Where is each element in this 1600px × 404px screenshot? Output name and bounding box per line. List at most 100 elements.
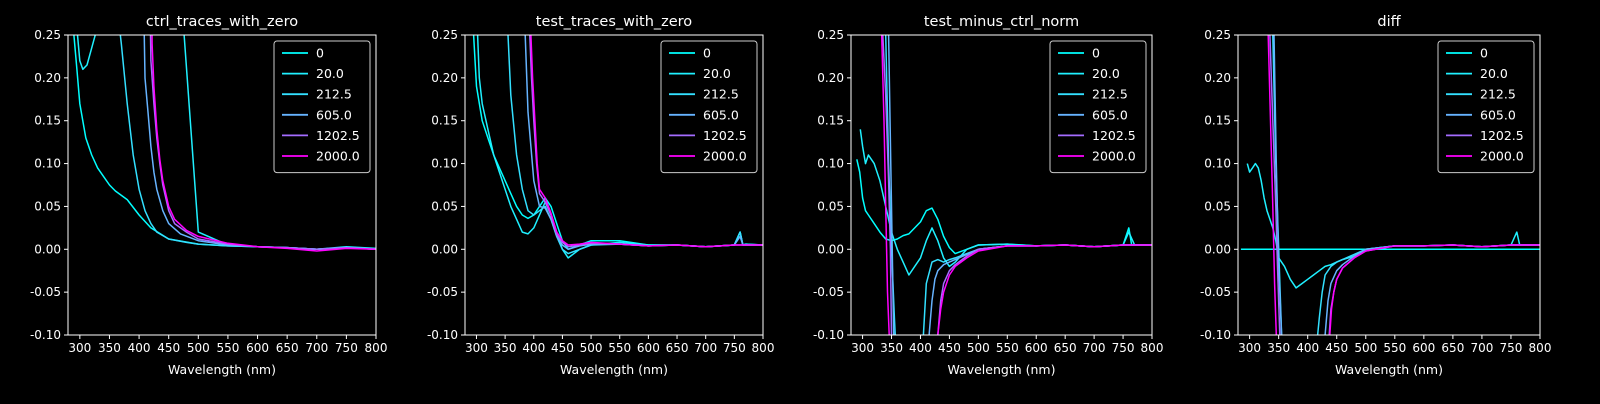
legend: 0 20.0 212.5 605.0 1202.5 2000.0 <box>273 40 371 174</box>
plot-area <box>73 35 376 252</box>
x-axis-label: Wavelength (nm) <box>948 362 1056 377</box>
x-tick-label: 500 <box>967 341 990 355</box>
y-tick-label: -0.05 <box>1200 285 1231 299</box>
x-tick-label: 600 <box>1412 341 1435 355</box>
x-tick-label: 750 <box>1112 341 1135 355</box>
x-tick-label: 550 <box>216 341 239 355</box>
y-tick-label: 0.20 <box>431 71 458 85</box>
chart-panel-2: test_traces_with_zero 300 350 400 450 500 550 6… <box>427 14 775 377</box>
legend-label: 605.0 <box>703 107 739 122</box>
y-tick-label: 0.10 <box>431 157 458 171</box>
y-tick-label: 0.05 <box>34 199 61 213</box>
legend-label: 0 <box>1480 46 1488 61</box>
series-line-0 <box>856 159 1152 255</box>
y-tick-label: 0.05 <box>431 199 458 213</box>
x-tick-label: 700 <box>1083 341 1106 355</box>
x-tick-label: 450 <box>938 341 961 355</box>
x-axis-label: Wavelength (nm) <box>560 362 668 377</box>
x-tick-label: 550 <box>1383 341 1406 355</box>
x-tick-label: 450 <box>551 341 574 355</box>
legend: 0 20.0 212.5 605.0 1202.5 2000.0 <box>1437 40 1535 174</box>
axes-frame <box>464 34 764 336</box>
x-tick-label: 400 <box>909 341 932 355</box>
y-tick-label: -0.10 <box>30 328 61 342</box>
x-tick-label: 650 <box>276 341 299 355</box>
x-tick-label: 300 <box>851 341 874 355</box>
x-tick-label: 700 <box>1470 341 1493 355</box>
x-tick-label: 550 <box>608 341 631 355</box>
plot-area <box>1240 35 1540 335</box>
y-tick-label: 0.25 <box>34 28 61 42</box>
x-tick-label: 350 <box>98 341 121 355</box>
series-line-2000.0 <box>1267 35 1540 335</box>
x-tick-label: 600 <box>1025 341 1048 355</box>
legend-label: 20.0 <box>703 66 731 81</box>
x-tick-label: 500 <box>580 341 603 355</box>
y-tick-label: 0.10 <box>34 157 61 171</box>
x-tick-label: 500 <box>187 341 210 355</box>
legend-label: 2000.0 <box>1480 149 1524 164</box>
legend-label: 212.5 <box>703 87 739 102</box>
y-tick-label: 0.15 <box>431 114 458 128</box>
x-tick-label: 450 <box>1325 341 1348 355</box>
chart-panel-1: ctrl_traces_with_zero 300 350 400 450 500 550 6… <box>30 14 388 377</box>
y-tick-label: 0.25 <box>1204 28 1231 42</box>
plot-area <box>472 35 763 259</box>
x-tick-label: 400 <box>1296 341 1319 355</box>
series-line-2000.0 <box>151 35 376 252</box>
x-tick-label: 500 <box>1354 341 1377 355</box>
y-tick-label: 0.00 <box>817 242 844 256</box>
x-tick-label: 350 <box>880 341 903 355</box>
y-tick-label: 0.25 <box>817 28 844 42</box>
x-tick-label: 400 <box>128 341 151 355</box>
axes-frame <box>1237 34 1541 336</box>
y-tick-label: 0.25 <box>431 28 458 42</box>
legend-label: 212.5 <box>316 87 352 102</box>
y-tick-label: 0.00 <box>431 242 458 256</box>
plot-area <box>856 35 1152 335</box>
legend-label: 1202.5 <box>1092 128 1136 143</box>
legend: 0 20.0 212.5 605.0 1202.5 2000.0 <box>660 40 758 174</box>
axes-frame <box>67 34 377 336</box>
axes-frame <box>850 34 1153 336</box>
y-tick-label: -0.05 <box>30 285 61 299</box>
x-axis-label: Wavelength (nm) <box>1335 362 1443 377</box>
chart-title: test_traces_with_zero <box>536 14 693 30</box>
legend-label: 2000.0 <box>316 149 360 164</box>
legend-label: 605.0 <box>1092 107 1128 122</box>
legend-label: 0 <box>316 46 324 61</box>
y-tick-label: -0.05 <box>427 285 458 299</box>
legend-label: 0 <box>703 46 711 61</box>
legend-label: 2000.0 <box>703 149 747 164</box>
legend-label: 605.0 <box>316 107 352 122</box>
series-line-605.0 <box>524 35 763 251</box>
legend-label: 20.0 <box>1092 66 1120 81</box>
legend-label: 20.0 <box>1480 66 1508 81</box>
x-tick-label: 650 <box>666 341 689 355</box>
x-tick-label: 300 <box>1238 341 1261 355</box>
chart-title: test_minus_ctrl_norm <box>924 14 1079 30</box>
y-tick-label: 0.20 <box>34 71 61 85</box>
chart-title: diff <box>1377 14 1401 30</box>
legend-label: 2000.0 <box>1092 149 1136 164</box>
x-tick-label: 800 <box>1141 341 1164 355</box>
x-tick-label: 800 <box>752 341 775 355</box>
x-tick-label: 600 <box>246 341 269 355</box>
legend-label: 605.0 <box>1480 107 1516 122</box>
series-line-2000.0 <box>880 35 1152 335</box>
x-tick-label: 350 <box>1267 341 1290 355</box>
y-tick-label: 0.05 <box>1204 199 1231 213</box>
y-tick-label: 0.15 <box>817 114 844 128</box>
x-tick-label: 700 <box>694 341 717 355</box>
chart-title: ctrl_traces_with_zero <box>146 14 298 30</box>
y-tick-label: 0.15 <box>34 114 61 128</box>
y-tick-label: 0.10 <box>1204 157 1231 171</box>
x-tick-label: 350 <box>494 341 517 355</box>
legend-label: 0 <box>1092 46 1100 61</box>
y-tick-label: -0.10 <box>427 328 458 342</box>
legend-label: 1202.5 <box>1480 128 1524 143</box>
x-tick-label: 750 <box>1500 341 1523 355</box>
legend-label: 20.0 <box>316 66 344 81</box>
x-tick-label: 450 <box>157 341 180 355</box>
